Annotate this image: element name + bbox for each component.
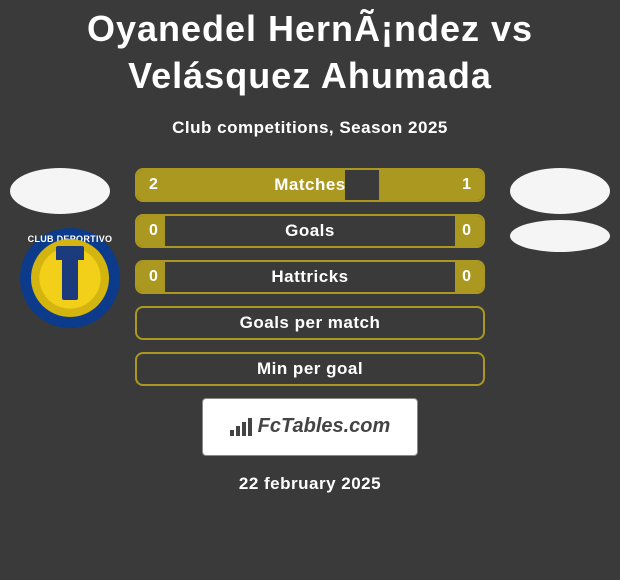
stat-label: Hattricks xyxy=(137,267,483,287)
club-badge: CLUB DEPORTIVO xyxy=(20,228,120,328)
brand-box[interactable]: FcTables.com xyxy=(202,398,418,456)
stat-bar-right: 1 xyxy=(379,170,483,200)
page-subtitle: Club competitions, Season 2025 xyxy=(0,118,620,138)
stat-value-left: 0 xyxy=(149,222,158,240)
stat-bar-right: 0 xyxy=(455,216,483,246)
player2-avatar-secondary xyxy=(510,220,610,252)
stat-bar-left: 0 xyxy=(137,216,165,246)
page-title: Oyanedel HernÃ¡ndez vs Velásquez Ahumada xyxy=(0,0,620,100)
stat-value-left: 0 xyxy=(149,268,158,286)
brand-label: FcTables.com xyxy=(258,415,391,438)
stat-row: Goals per match xyxy=(135,306,485,340)
stat-label: Min per goal xyxy=(137,359,483,379)
stat-row: 0 0Goals xyxy=(135,214,485,248)
player2-avatar xyxy=(510,168,610,214)
stat-value-left: 2 xyxy=(149,176,158,194)
stat-value-right: 0 xyxy=(462,222,471,240)
bar-chart-icon xyxy=(230,418,252,436)
stat-label: Goals xyxy=(137,221,483,241)
comparison-section: CLUB DEPORTIVO 21Matches00Goals00Hattric… xyxy=(0,168,620,494)
stat-bar-left: 0 xyxy=(137,262,165,292)
stat-row: Min per goal xyxy=(135,352,485,386)
stat-bar-right: 0 xyxy=(455,262,483,292)
date-label: 22 february 2025 xyxy=(0,474,620,494)
stat-value-right: 0 xyxy=(462,268,471,286)
stat-bar-left: 2 xyxy=(137,170,345,200)
stat-row: 0 0Hattricks xyxy=(135,260,485,294)
stat-label: Goals per match xyxy=(137,313,483,333)
stat-bars: 21Matches00Goals00HattricksGoals per mat… xyxy=(135,168,485,386)
stat-row: 21Matches xyxy=(135,168,485,202)
stat-value-right: 1 xyxy=(462,176,471,194)
club-badge-inner xyxy=(31,239,109,317)
player1-avatar xyxy=(10,168,110,214)
club-badge-tower-icon xyxy=(62,256,78,300)
